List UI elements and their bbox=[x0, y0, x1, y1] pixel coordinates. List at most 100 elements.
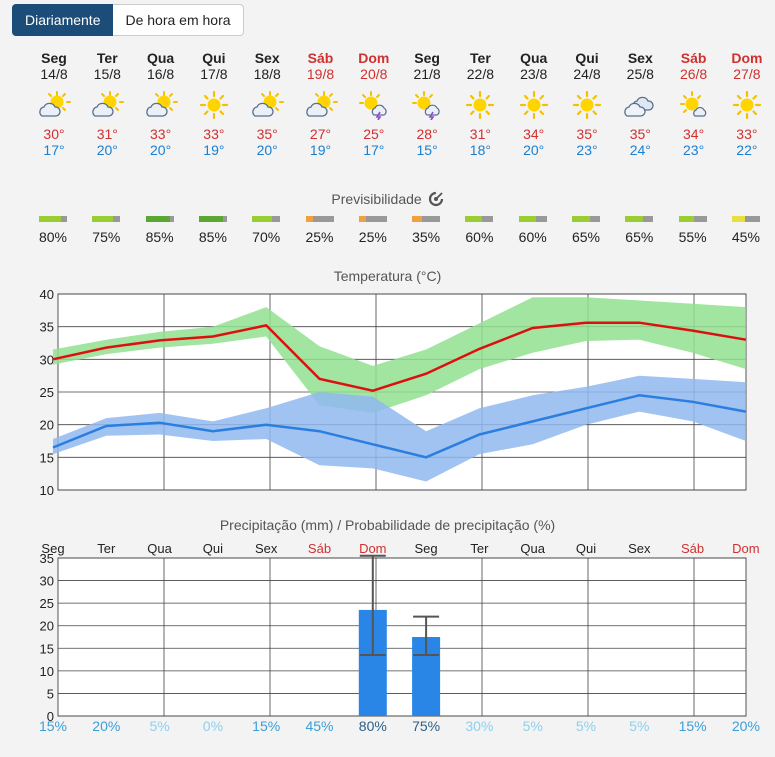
day-column[interactable]: Sáb 19/8 27° 19° bbox=[294, 50, 348, 158]
min-temperature: 19° bbox=[203, 142, 225, 158]
day-column[interactable]: Qui 17/8 33° 19° bbox=[187, 50, 241, 158]
max-temperature: 33° bbox=[203, 126, 225, 142]
y-tick-label: 35 bbox=[40, 320, 54, 335]
day-date: 22/8 bbox=[466, 66, 495, 82]
day-column[interactable]: Seg 14/8 30° 17° bbox=[27, 50, 81, 158]
predictability-value: 25% bbox=[358, 229, 387, 245]
day-name: Sex bbox=[254, 50, 280, 66]
predictability-bar bbox=[198, 216, 227, 222]
clouds-icon bbox=[613, 88, 667, 122]
precipitation-probability: 20% bbox=[732, 718, 760, 734]
y-tick-label: 10 bbox=[40, 483, 54, 498]
precipitation-probability: 30% bbox=[465, 718, 493, 734]
min-temperature: 19° bbox=[309, 142, 332, 158]
predictability-value: 35% bbox=[412, 229, 441, 245]
precipitation-probability: 0% bbox=[203, 718, 223, 734]
predictability-value: 60% bbox=[465, 229, 494, 245]
precipitation-probability: 5% bbox=[576, 718, 596, 734]
day-column[interactable]: Qua 16/8 33° 20° bbox=[134, 50, 188, 158]
y-tick-label: 25 bbox=[40, 385, 54, 400]
predictability-bar bbox=[305, 216, 334, 222]
day-column[interactable]: Ter 15/8 31° 20° bbox=[80, 50, 134, 158]
y-tick-label: 15 bbox=[40, 450, 54, 465]
day-name: Sáb bbox=[680, 50, 707, 66]
min-band-area bbox=[53, 375, 746, 482]
plot-area bbox=[57, 557, 747, 717]
day-date: 16/8 bbox=[146, 66, 175, 82]
predictability-icon[interactable] bbox=[428, 191, 444, 210]
day-date: 17/8 bbox=[200, 66, 228, 82]
max-temperature: 30° bbox=[43, 126, 65, 142]
min-temperature: 20° bbox=[523, 142, 545, 158]
day-date: 27/8 bbox=[733, 66, 761, 82]
precipitation-probability: 75% bbox=[412, 718, 440, 734]
sun-icon bbox=[187, 88, 241, 122]
day-date: 20/8 bbox=[360, 66, 388, 82]
day-label: Sáb bbox=[681, 541, 704, 556]
day-label: Qui bbox=[576, 541, 596, 556]
sun-cloud-icon bbox=[294, 88, 348, 122]
day-column[interactable]: Dom 27/8 33° 22° bbox=[720, 50, 774, 158]
min-temperature: 18° bbox=[469, 142, 491, 158]
max-temperature: 33° bbox=[736, 126, 758, 142]
day-name: Seg bbox=[414, 50, 440, 66]
day-date: 18/8 bbox=[253, 66, 281, 82]
max-temperature: 34° bbox=[523, 126, 545, 142]
day-column[interactable]: Sex 25/8 35° 24° bbox=[613, 50, 667, 158]
precipitation-probability: 20% bbox=[92, 718, 120, 734]
day-date: 24/8 bbox=[573, 66, 601, 82]
sun-icon bbox=[507, 88, 561, 122]
day-label: Seg bbox=[41, 541, 64, 556]
max-temperature: 33° bbox=[150, 126, 172, 142]
sun-icon bbox=[720, 88, 774, 122]
predictability-bar bbox=[252, 216, 281, 222]
day-label: Sáb bbox=[308, 541, 331, 556]
sun-icon bbox=[453, 88, 507, 122]
day-date: 26/8 bbox=[679, 66, 708, 82]
max-temperature: 31° bbox=[96, 126, 118, 142]
day-name: Ter bbox=[470, 50, 491, 66]
day-column[interactable]: Sáb 26/8 34° 23° bbox=[667, 50, 721, 158]
day-column[interactable]: Sex 18/8 35° 20° bbox=[240, 50, 294, 158]
day-date: 19/8 bbox=[306, 66, 335, 82]
day-label: Qua bbox=[520, 541, 545, 556]
view-tabs: Diariamente De hora em hora bbox=[12, 4, 244, 36]
min-temperature: 22° bbox=[736, 142, 758, 158]
predictability-value: 55% bbox=[678, 229, 707, 245]
day-label: Dom bbox=[359, 541, 386, 556]
max-temperature-line bbox=[52, 321, 747, 392]
max-temperature: 27° bbox=[309, 126, 332, 142]
day-column[interactable]: Qua 23/8 34° 20° bbox=[507, 50, 561, 158]
day-column[interactable]: Seg 21/8 28° 15° bbox=[400, 50, 454, 158]
predictability-bar bbox=[731, 216, 760, 222]
precipitation-probability: 5% bbox=[523, 718, 543, 734]
day-label: Ter bbox=[97, 541, 116, 556]
max-temperature: 34° bbox=[683, 126, 705, 142]
predictability-value: 25% bbox=[305, 229, 334, 245]
temperature-title: Temperatura (°C) bbox=[333, 268, 442, 284]
precipitation-probability: 15% bbox=[252, 718, 280, 734]
tab-daily[interactable]: Diariamente bbox=[12, 4, 114, 36]
precipitation-probability: 15% bbox=[679, 718, 707, 734]
y-tick-label: 35 bbox=[40, 551, 54, 566]
sun-cloud-icon bbox=[240, 88, 294, 122]
sun-storm-icon bbox=[347, 88, 401, 122]
sun-icon bbox=[560, 88, 614, 122]
day-date: 21/8 bbox=[413, 66, 441, 82]
precipitation-chart: Seg Ter Qua Qui Sex Sáb Dom Seg Ter Qua Qui Sex Sáb D… bbox=[39, 541, 760, 734]
day-column[interactable]: Ter 22/8 31° 18° bbox=[453, 50, 507, 158]
precipitation-title: Precipitação (mm) / Probabilidade de pre… bbox=[219, 517, 556, 533]
min-temperature: 24° bbox=[629, 142, 651, 158]
predictability-bar bbox=[518, 216, 547, 222]
predictability-bar bbox=[412, 216, 441, 222]
predictability-bar bbox=[92, 216, 121, 222]
predictability-value: 60% bbox=[518, 229, 547, 245]
day-column[interactable]: Dom 20/8 25° 17° bbox=[347, 50, 401, 158]
y-tick-label: 0 bbox=[47, 709, 54, 724]
min-temperature: 17° bbox=[363, 142, 385, 158]
predictability-bar bbox=[39, 216, 67, 222]
day-column[interactable]: Qui 24/8 35° 23° bbox=[560, 50, 614, 158]
day-label: Dom bbox=[732, 541, 759, 556]
tab-hourly[interactable]: De hora em hora bbox=[113, 4, 244, 36]
day-date: 25/8 bbox=[626, 66, 654, 82]
